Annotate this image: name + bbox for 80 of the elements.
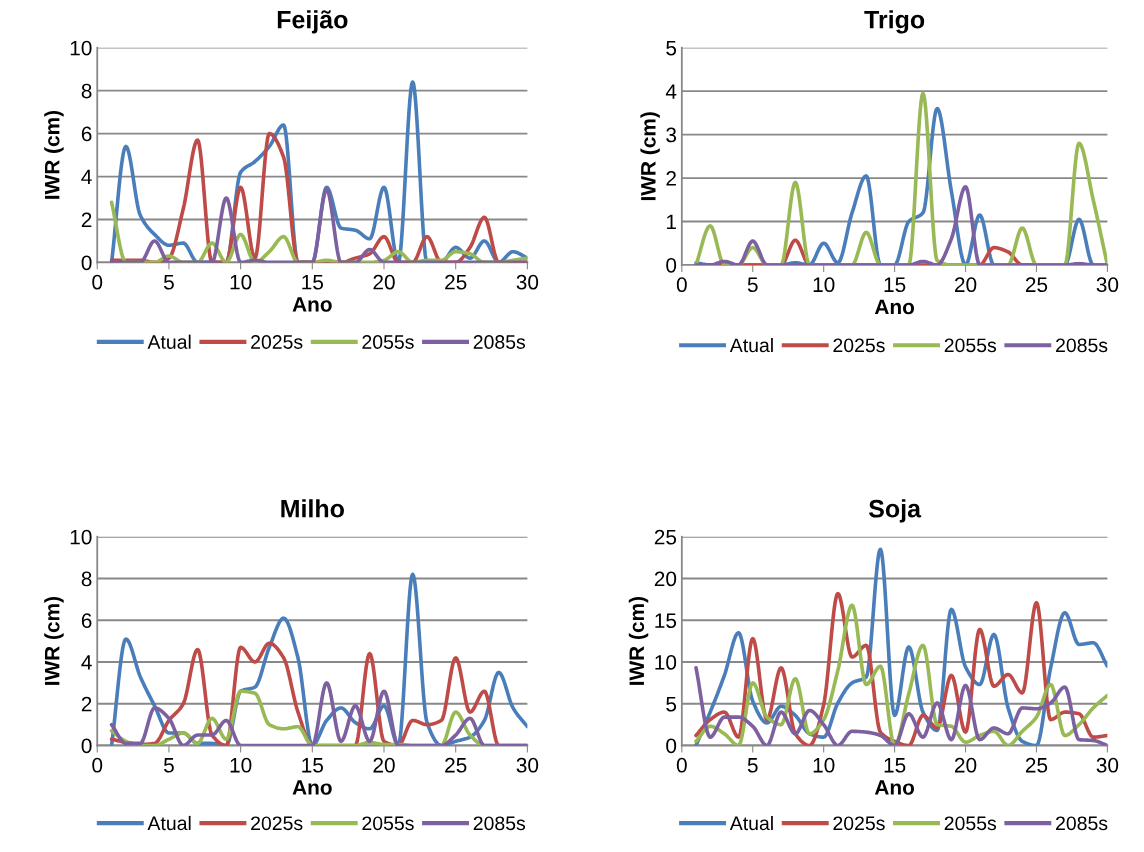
x-tick-label: 10 bbox=[813, 757, 835, 773]
y-tick-label: 0 bbox=[666, 738, 677, 754]
y-tick-label: 20 bbox=[654, 571, 677, 587]
x-axis-title: Ano bbox=[292, 780, 332, 795]
x-tick-label: 30 bbox=[1096, 757, 1119, 773]
legend-label: Atual bbox=[147, 815, 191, 831]
x-tick-label: 0 bbox=[676, 757, 687, 773]
x-tick-label: 15 bbox=[884, 277, 906, 293]
x-tick-label: 0 bbox=[92, 274, 103, 290]
x-tick-label: 10 bbox=[813, 277, 835, 293]
y-tick-label: 15 bbox=[655, 613, 677, 629]
x-tick-label: 30 bbox=[1096, 277, 1119, 293]
y-tick-label: 6 bbox=[81, 613, 92, 629]
y-axis-title: IWR (cm) bbox=[44, 110, 64, 199]
x-tick-label: 20 bbox=[955, 757, 977, 773]
x-tick-label: 20 bbox=[373, 757, 395, 773]
x-tick-label: 5 bbox=[163, 274, 174, 290]
legend-label: Atual bbox=[729, 815, 773, 831]
y-axis-title: IWR (cm) bbox=[628, 597, 649, 685]
x-tick-label: 25 bbox=[1025, 757, 1048, 773]
y-tick-label: 8 bbox=[81, 83, 92, 99]
x-tick-label: 5 bbox=[163, 758, 174, 773]
y-tick-label: 25 bbox=[654, 529, 677, 545]
y-tick-label: 4 bbox=[665, 84, 677, 99]
y-tick-label: 5 bbox=[666, 696, 677, 712]
x-tick-label: 5 bbox=[747, 758, 758, 773]
y-tick-label: 6 bbox=[81, 126, 92, 142]
y-axis-title: IWR (cm) bbox=[44, 597, 64, 685]
legend-label: 2085s bbox=[1056, 338, 1108, 353]
legend-label: 2055s bbox=[944, 338, 997, 353]
legend-label: 2025s bbox=[251, 335, 303, 349]
y-tick-label: 10 bbox=[655, 655, 677, 670]
legend-label: 2025s bbox=[833, 338, 885, 353]
x-tick-label: 20 bbox=[373, 274, 395, 290]
x-tick-label: 5 bbox=[747, 277, 758, 293]
legend-label: 2085s bbox=[473, 335, 526, 349]
x-axis-title: Ano bbox=[874, 780, 915, 795]
x-tick-label: 25 bbox=[445, 274, 467, 290]
legend-label: 2055s bbox=[362, 816, 414, 831]
x-tick-label: 25 bbox=[1025, 277, 1048, 293]
y-axis-title: IWR (cm) bbox=[640, 112, 660, 201]
legend-label: 2055s bbox=[944, 816, 997, 831]
x-tick-label: 15 bbox=[302, 758, 324, 773]
y-tick-label: 2 bbox=[81, 212, 92, 228]
x-tick-label: 0 bbox=[92, 757, 103, 773]
legend-label: Atual bbox=[729, 337, 773, 353]
y-tick-label: 0 bbox=[666, 257, 677, 273]
chart-title: Feijão bbox=[277, 10, 348, 34]
y-tick-label: 3 bbox=[666, 127, 677, 143]
y-tick-label: 10 bbox=[70, 529, 92, 545]
y-tick-label: 4 bbox=[81, 655, 92, 670]
y-tick-label: 10 bbox=[70, 40, 92, 56]
chart-title: Soja bbox=[868, 499, 922, 523]
legend-label: 2025s bbox=[251, 816, 303, 831]
chart-title: Milho bbox=[281, 499, 344, 518]
legend-label: 2055s bbox=[362, 335, 414, 349]
legend-label: 2085s bbox=[1056, 816, 1108, 831]
x-axis-title: Ano bbox=[292, 297, 332, 312]
x-tick-label: 30 bbox=[516, 757, 539, 773]
x-tick-label: 10 bbox=[230, 757, 252, 773]
y-tick-label: 2 bbox=[81, 696, 92, 712]
y-tick-label: 4 bbox=[81, 169, 92, 185]
y-tick-label: 0 bbox=[81, 738, 92, 754]
x-tick-label: 30 bbox=[516, 274, 539, 290]
x-axis-title: Ano bbox=[874, 299, 915, 315]
x-tick-label: 15 bbox=[884, 758, 906, 773]
y-tick-label: 0 bbox=[81, 255, 92, 271]
legend-label: 2025s bbox=[833, 816, 885, 831]
y-tick-label: 1 bbox=[666, 214, 676, 230]
x-tick-label: 15 bbox=[302, 274, 324, 290]
legend-label: Atual bbox=[147, 334, 191, 349]
y-tick-label: 5 bbox=[666, 40, 677, 56]
x-tick-label: 20 bbox=[955, 277, 977, 293]
chart-title: Trigo bbox=[864, 10, 925, 34]
y-tick-label: 8 bbox=[81, 571, 92, 587]
x-tick-label: 10 bbox=[230, 274, 252, 290]
x-tick-label: 25 bbox=[445, 757, 467, 773]
legend-label: 2085s bbox=[473, 816, 526, 831]
y-tick-label: 2 bbox=[666, 171, 676, 186]
x-tick-label: 0 bbox=[676, 277, 687, 293]
